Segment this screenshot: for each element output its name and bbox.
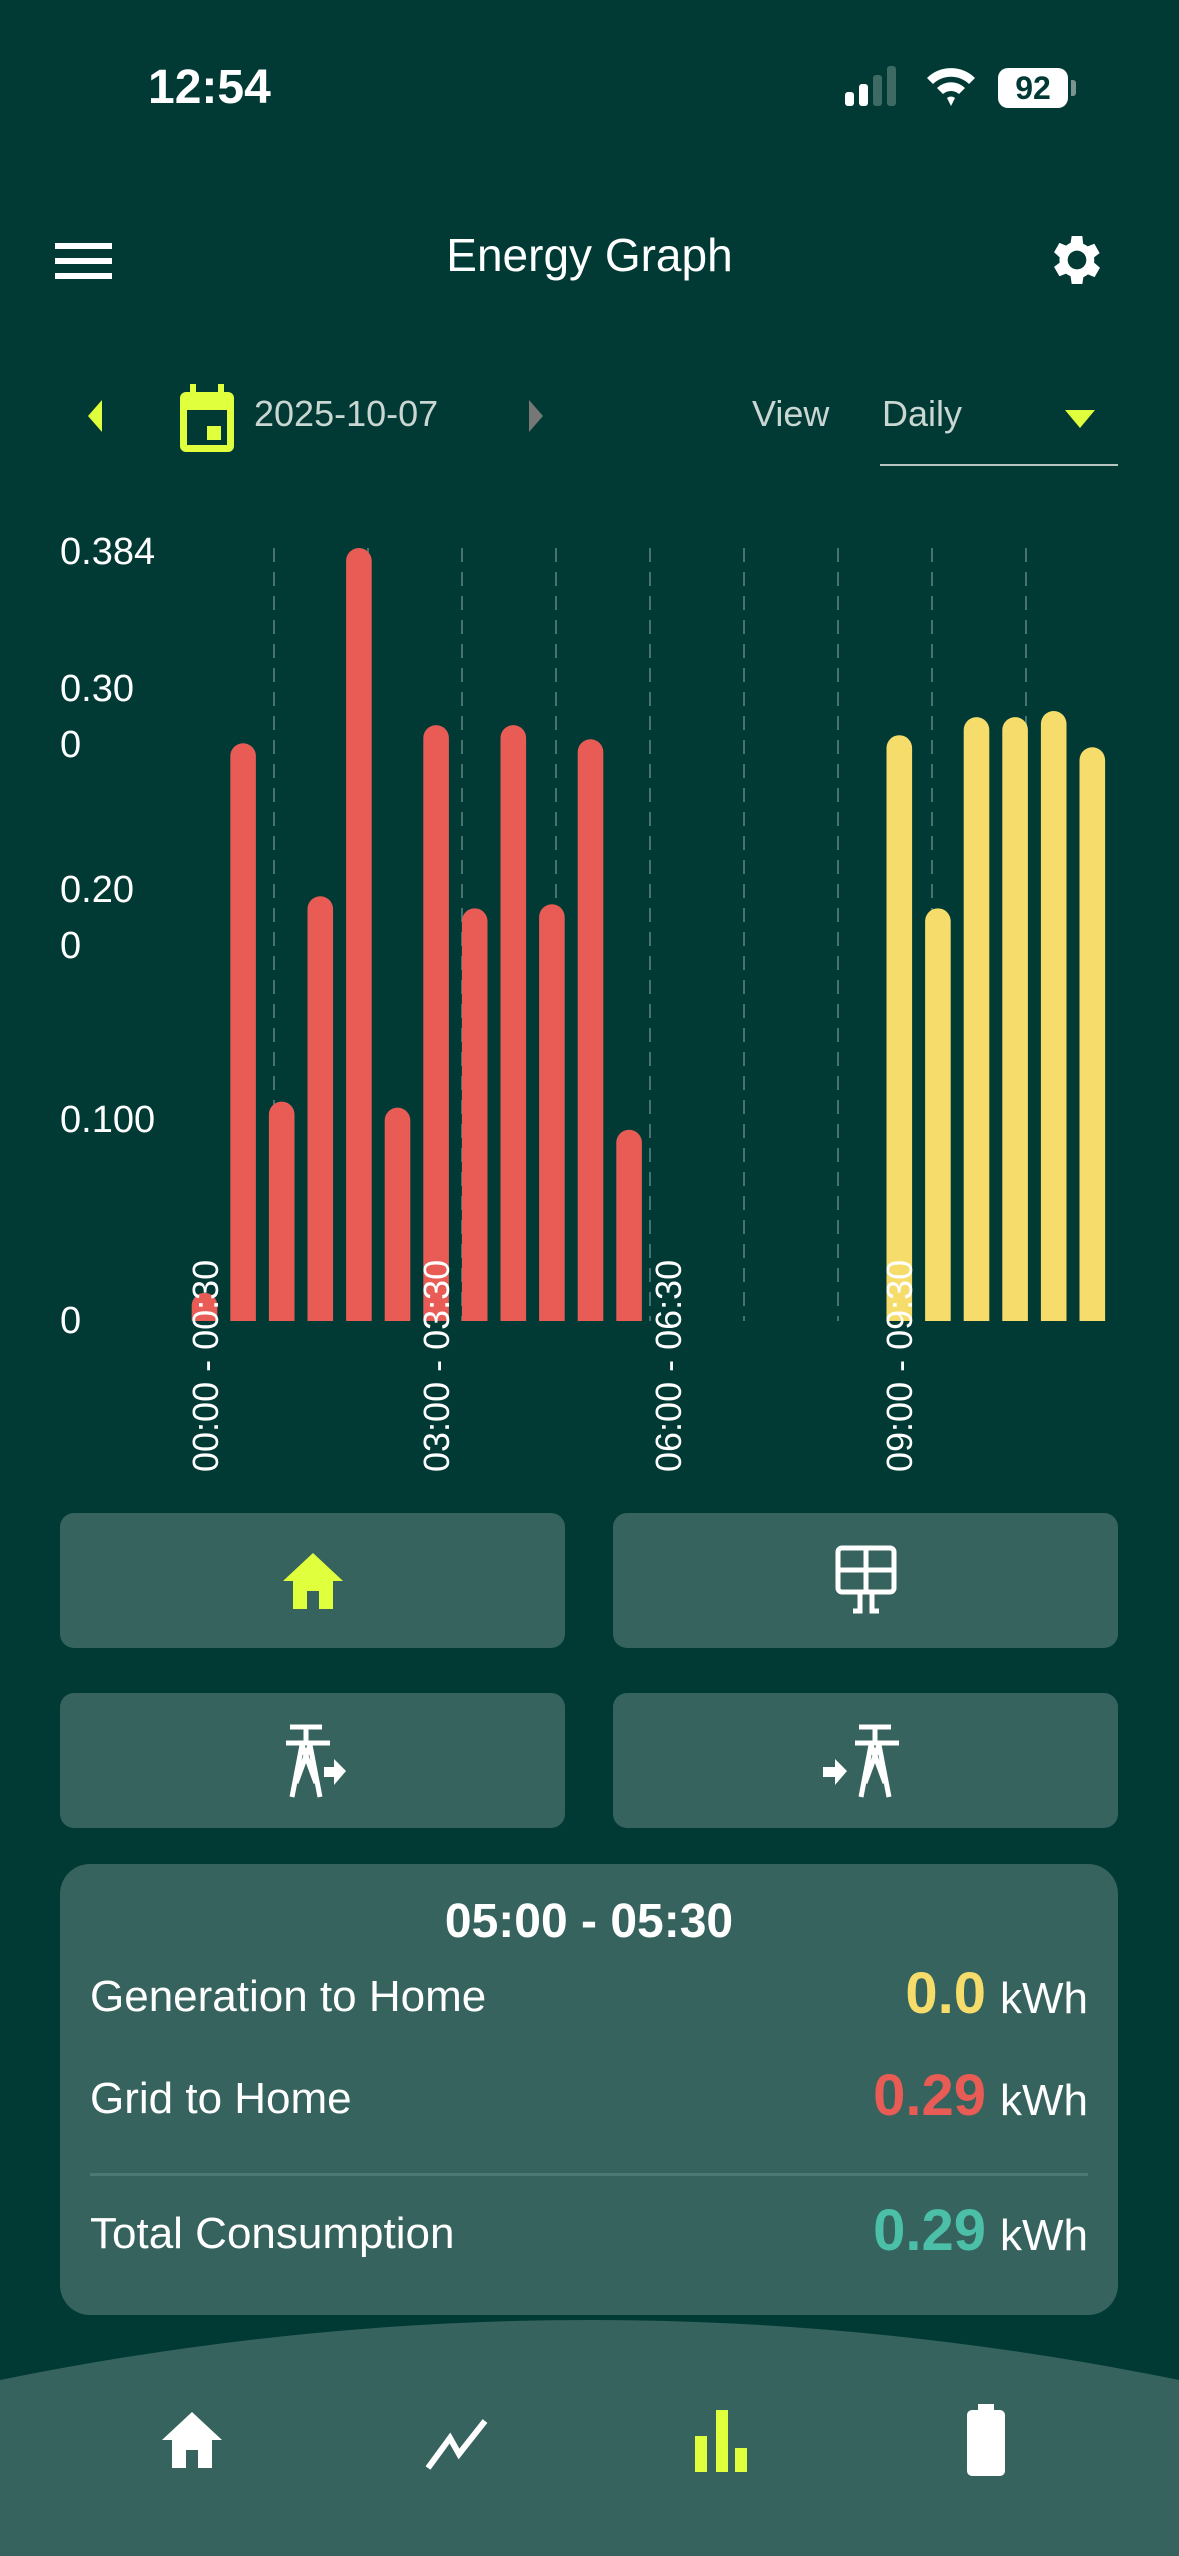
generation-value: 0.0 [905, 1961, 986, 2026]
gear-icon[interactable] [1045, 228, 1109, 292]
calendar-icon[interactable] [178, 384, 236, 454]
bar[interactable] [925, 908, 951, 1321]
divider [90, 2173, 1088, 2176]
selected-date[interactable]: 2025-10-07 [254, 393, 439, 434]
energy-bar-chart[interactable] [0, 520, 1179, 1480]
bottom-nav-background [0, 2320, 1179, 2556]
view-value: Daily [882, 393, 963, 434]
total-value: 0.29 [873, 2198, 986, 2263]
bar[interactable] [191, 1292, 218, 1321]
grid-to-home-value: 0.29 kWh [873, 2062, 1088, 2129]
filter-grid-export-button[interactable] [60, 1693, 565, 1828]
grid-export-icon [286, 1724, 346, 1798]
filter-home-button[interactable] [60, 1513, 565, 1648]
battery-cap [1071, 80, 1076, 96]
signal-icon [845, 66, 896, 106]
total-consumption-value: 0.29 kWh [873, 2197, 1088, 2264]
previous-date-arrow[interactable] [86, 400, 106, 432]
bar[interactable] [1040, 711, 1067, 1321]
x-tick-label: 03:00 - 03:30 [416, 1259, 458, 1472]
bar[interactable] [577, 739, 604, 1321]
nav-trend-icon[interactable] [425, 2418, 489, 2472]
grid-value: 0.29 [873, 2063, 986, 2128]
x-tick-label: 06:00 - 06:30 [647, 1259, 689, 1472]
dropdown-arrow-icon [1065, 410, 1095, 428]
bar[interactable] [307, 896, 334, 1321]
battery-indicator: 92 [998, 68, 1068, 108]
x-tick-label: 09:00 - 09:30 [879, 1259, 921, 1472]
total-consumption-label: Total Consumption [90, 2209, 455, 2258]
bar[interactable] [268, 1101, 295, 1321]
bar[interactable] [346, 548, 372, 1321]
unit: kWh [1000, 2211, 1088, 2260]
x-tick-label: 00:00 - 00:30 [184, 1259, 226, 1472]
next-date-arrow[interactable] [525, 400, 545, 432]
menu-button[interactable] [55, 243, 112, 279]
filter-grid-import-button[interactable] [613, 1693, 1118, 1828]
view-label: View [752, 393, 830, 434]
generation-to-home-label: Generation to Home [90, 1972, 487, 2021]
y-tick-label: 0.20 0 [60, 869, 134, 968]
summary-period: 05:00 - 05:30 [444, 1895, 734, 1948]
bar[interactable] [1002, 717, 1028, 1321]
bar[interactable] [1079, 747, 1106, 1321]
view-dropdown[interactable]: Daily [880, 380, 1118, 466]
status-time: 12:54 [148, 61, 271, 114]
bar[interactable] [230, 743, 256, 1321]
bar[interactable] [461, 908, 488, 1321]
grid-to-home-label: Grid to Home [90, 2074, 352, 2123]
filter-solar-button[interactable] [613, 1513, 1118, 1648]
y-tick-label: 0.30 0 [60, 668, 134, 767]
nav-battery-icon[interactable] [966, 2404, 1006, 2476]
nav-home-icon[interactable] [160, 2410, 224, 2470]
bar[interactable] [616, 1129, 642, 1321]
y-tick-label: 0.100 [60, 1098, 156, 1141]
y-tick-label: 0 [60, 1300, 82, 1342]
bar[interactable] [963, 717, 990, 1321]
nav-bar-chart-icon[interactable] [695, 2410, 749, 2472]
bar[interactable] [500, 725, 527, 1321]
solar-panel-icon [835, 1545, 897, 1614]
page-title: Energy Graph [446, 229, 733, 281]
bar[interactable] [384, 1107, 411, 1321]
unit: kWh [1000, 1974, 1088, 2023]
bar[interactable] [539, 904, 565, 1321]
summary-card: 05:00 - 05:30 Generation to Home 0.0 kWh … [60, 1864, 1118, 2315]
generation-to-home-value: 0.0 kWh [905, 1960, 1088, 2027]
home-icon [283, 1553, 343, 1609]
wifi-icon [927, 68, 975, 106]
grid-import-icon [823, 1724, 899, 1798]
bar[interactable] [423, 725, 449, 1321]
bar[interactable] [886, 735, 913, 1321]
unit: kWh [1000, 2076, 1088, 2125]
y-tick-label: 0.384 [60, 531, 156, 573]
